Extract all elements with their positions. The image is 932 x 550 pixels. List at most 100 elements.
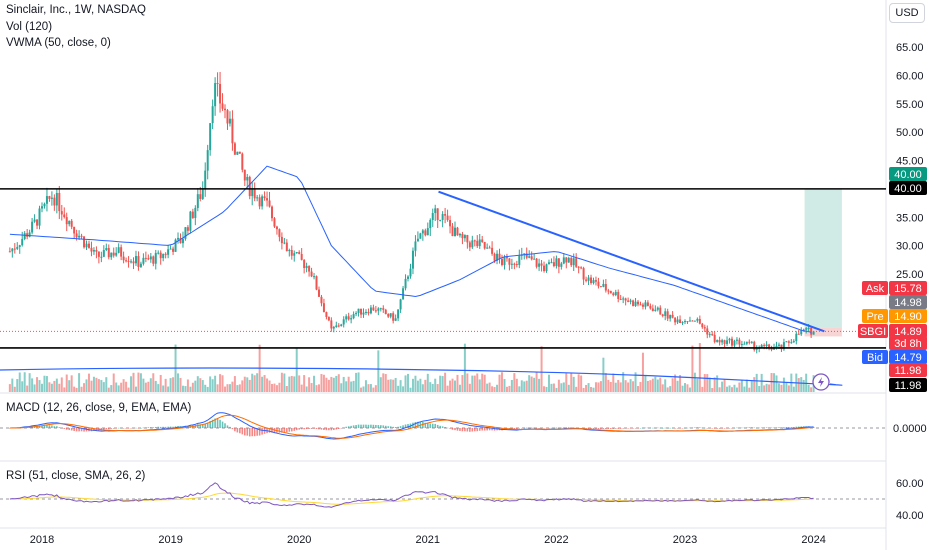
volume-bar <box>330 376 333 392</box>
macd-histogram-bar <box>36 426 38 428</box>
macd-histogram-bar <box>652 427 654 429</box>
volume-bar <box>607 379 610 392</box>
macd-histogram-bar <box>241 428 244 435</box>
macd-histogram-bar <box>209 420 211 428</box>
candle-body <box>582 268 585 280</box>
rsi-indicator-label[interactable]: RSI (51, close, SMA, 26, 2) <box>6 470 146 482</box>
macd-histogram-bar <box>352 425 355 428</box>
candle-body <box>357 308 360 313</box>
symbol-price-label: 14.89 <box>894 326 922 338</box>
macd-line <box>9 412 814 440</box>
macd-histogram-bar <box>226 425 229 428</box>
candle-body <box>125 260 128 262</box>
volume-bar <box>295 347 298 392</box>
candle-body <box>676 319 679 323</box>
candle-body <box>619 298 622 300</box>
candle-body <box>228 118 231 124</box>
macd-histogram-bar <box>622 428 624 429</box>
macd-histogram-bar <box>550 427 553 429</box>
volume-bar <box>379 377 382 392</box>
volume-bar <box>137 372 140 392</box>
volume-bar <box>374 385 377 392</box>
volume-bar <box>347 376 350 392</box>
candle-body <box>486 247 489 249</box>
candle-body <box>350 318 353 320</box>
candle-body <box>674 317 677 323</box>
candle-body <box>567 257 570 263</box>
volume-bar <box>194 380 197 392</box>
macd-histogram-bar <box>41 425 43 428</box>
macd-histogram-bar <box>553 427 555 429</box>
volume-bar <box>372 387 375 392</box>
volume-bar <box>45 376 48 392</box>
candle-body <box>706 328 709 335</box>
candle-body <box>463 235 466 239</box>
macd-histogram-bar <box>246 428 249 436</box>
candle-body <box>805 328 808 330</box>
macd-histogram-bar <box>600 428 602 430</box>
volume-indicator-label[interactable]: Vol (120) <box>6 21 53 33</box>
volume-bar <box>726 386 729 392</box>
macd-histogram-bar <box>427 423 429 428</box>
volume-bar <box>389 379 392 392</box>
volume-bar <box>483 374 486 392</box>
candle-body <box>261 196 264 207</box>
candle-body <box>288 250 291 252</box>
macd-histogram-bar <box>491 428 493 431</box>
volume-bar <box>43 375 46 392</box>
volume-bar <box>540 346 543 392</box>
macd-histogram-bar <box>73 428 75 431</box>
candle-body <box>614 291 617 296</box>
volume-bar <box>436 384 439 392</box>
volume-bar <box>758 386 761 392</box>
candle-body <box>711 334 714 336</box>
macd-histogram-bar <box>758 427 760 429</box>
macd-histogram-bar <box>548 428 550 429</box>
volume-bar <box>639 381 642 392</box>
vwma-indicator-label[interactable]: VWMA (50, close, 0) <box>6 37 111 49</box>
ask-price-label-bg <box>889 281 927 295</box>
volume-bar <box>787 385 790 392</box>
volume-bar <box>144 382 147 392</box>
candle-body <box>649 305 652 309</box>
volume-bar <box>676 380 679 392</box>
macd-histogram-bar <box>318 428 320 430</box>
volume-bar <box>134 386 137 392</box>
macd-histogram-bar <box>199 424 202 428</box>
macd-histogram-bar <box>315 428 318 430</box>
macd-histogram-bar <box>424 422 427 428</box>
volume-bar <box>236 385 239 392</box>
y-tick-label: 50.00 <box>896 127 924 139</box>
macd-histogram-bar <box>268 428 271 433</box>
volume-bar <box>50 383 53 392</box>
macd-histogram-bar <box>281 428 283 433</box>
candle-body <box>550 262 553 264</box>
macd-histogram-bar <box>78 428 80 432</box>
volume-bar <box>753 377 756 392</box>
candle-body <box>802 329 805 331</box>
volume-bar <box>167 386 170 392</box>
volume-bar <box>505 386 508 392</box>
macd-histogram-bar <box>676 428 679 429</box>
volume-bar <box>612 373 615 392</box>
volume-bar <box>33 384 36 392</box>
volume-bar <box>577 374 580 392</box>
volume-bar <box>466 373 469 392</box>
candle-body <box>407 276 410 279</box>
currency-button[interactable]: USD <box>889 3 925 23</box>
candle-body <box>377 308 380 311</box>
volume-bar <box>73 386 76 392</box>
volume-bar <box>441 376 444 392</box>
macd-indicator-label[interactable]: MACD (12, 26, close, 9, EMA, EMA) <box>6 402 192 414</box>
volume-bar <box>429 382 432 392</box>
volume-bar <box>70 375 73 392</box>
volume-bar <box>285 386 288 392</box>
candle-body <box>322 303 325 313</box>
candle-body <box>446 215 449 220</box>
volume-bar <box>404 375 407 392</box>
candle-body <box>436 208 439 221</box>
candle-body <box>263 196 266 199</box>
volume-bar <box>305 386 308 392</box>
candle-body <box>570 257 573 266</box>
